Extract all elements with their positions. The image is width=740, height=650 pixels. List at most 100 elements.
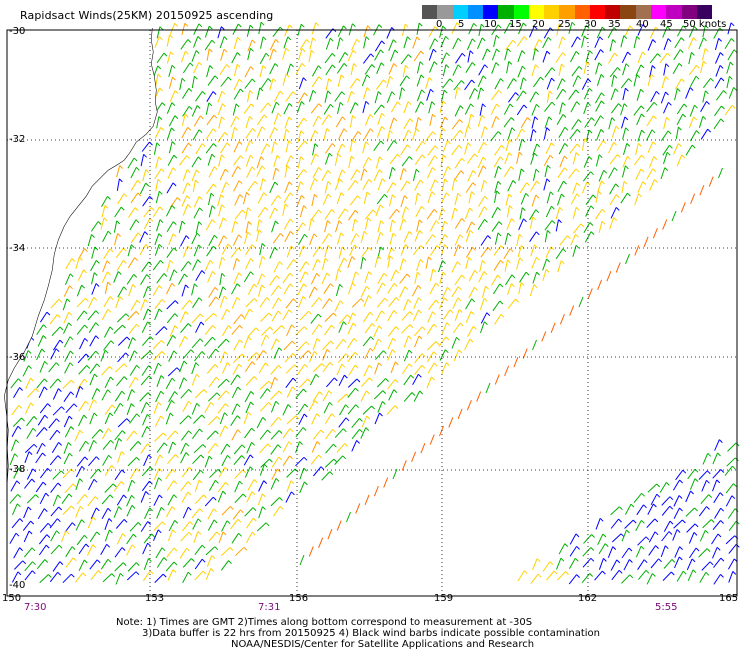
wind-barb-flag <box>123 286 127 291</box>
wind-barb-flag <box>534 152 538 157</box>
wind-barb-flag <box>304 140 308 145</box>
wind-barb <box>506 205 510 218</box>
wind-barb-flag <box>640 105 645 110</box>
wind-barb-flag <box>585 25 590 29</box>
wind-barb-flag <box>421 154 426 159</box>
wind-barb-flag <box>381 104 385 109</box>
wind-barb-flag <box>641 519 645 524</box>
wind-barb-flag <box>277 444 282 449</box>
wind-barb <box>90 507 97 520</box>
wind-barb <box>429 61 435 73</box>
wind-barb <box>529 216 534 229</box>
wind-barb-flag <box>157 178 162 183</box>
wind-barb <box>140 350 151 360</box>
wind-barb <box>427 341 437 351</box>
wind-barb-flag <box>603 169 608 174</box>
wind-barb <box>113 220 118 233</box>
wind-barb <box>452 64 459 76</box>
wind-barb-flag <box>200 469 204 474</box>
wind-barb-flag <box>253 298 258 302</box>
wind-barb <box>452 322 461 334</box>
wind-barb-flag <box>540 76 544 81</box>
wind-barb <box>219 273 223 286</box>
wind-barb <box>621 547 630 559</box>
wind-barb <box>559 314 565 325</box>
wind-barb-flag <box>509 248 514 253</box>
wind-barb-flag <box>251 78 256 83</box>
wind-barb-flag <box>356 38 361 43</box>
wind-barb <box>389 117 395 130</box>
wind-barb-flag <box>600 129 605 133</box>
wind-barb-flag <box>357 195 361 200</box>
wind-barb <box>129 219 137 231</box>
wind-barb <box>247 39 253 52</box>
wind-barb-flag <box>122 324 126 329</box>
wind-barb <box>270 444 279 455</box>
scale-swatch <box>574 5 590 19</box>
wind-barb-flag <box>378 325 383 330</box>
wind-barb <box>192 129 200 141</box>
wind-barb-flag <box>198 61 203 66</box>
wind-barb-flag <box>536 558 541 563</box>
wind-barb-flag <box>652 39 657 43</box>
wind-barb-flag <box>432 48 437 53</box>
wind-barb <box>11 518 21 529</box>
wind-barb <box>244 258 252 270</box>
wind-barb <box>90 570 99 581</box>
wind-barb-flag <box>645 569 650 574</box>
wind-barb-flag <box>214 443 219 447</box>
wind-barb-flag <box>384 194 388 198</box>
wind-barb-flag <box>292 91 297 96</box>
wind-barb <box>373 140 382 151</box>
wind-barb-flag <box>96 388 101 392</box>
scale-label: 30 <box>584 19 597 30</box>
wind-barb <box>77 269 84 281</box>
wind-barb-flag <box>212 183 217 188</box>
wind-barb <box>78 414 85 427</box>
wind-barb-flag <box>614 52 618 57</box>
wind-barb-flag <box>305 261 310 266</box>
wind-barb-flag <box>472 170 477 174</box>
wind-barb-flag <box>82 572 87 577</box>
wind-barb-flag <box>589 50 593 55</box>
wind-barb-flag <box>653 503 657 508</box>
wind-barb <box>468 191 472 204</box>
wind-barb <box>690 193 696 204</box>
wind-barb <box>559 235 568 246</box>
wind-barb-flag <box>352 115 356 119</box>
wind-barb <box>350 233 357 245</box>
scale-label: 45 <box>660 19 673 30</box>
wind-barb <box>233 141 240 153</box>
wind-barb-flag <box>95 507 100 512</box>
wind-barb <box>503 248 511 260</box>
wind-barb-flag <box>733 483 737 487</box>
wind-barb <box>413 326 423 337</box>
wind-barb <box>388 63 395 75</box>
wind-barb-flag <box>163 557 168 561</box>
wind-barb-flag <box>710 519 715 523</box>
wind-barb <box>87 310 97 321</box>
wind-barb <box>556 23 560 36</box>
wind-barb <box>207 75 216 86</box>
wind-barb <box>388 297 397 308</box>
wind-barb <box>128 323 137 335</box>
wind-barb <box>611 533 622 543</box>
wind-barb-flag <box>707 128 712 133</box>
wind-barb <box>166 335 174 347</box>
wind-barb <box>388 326 397 337</box>
wind-barb <box>78 365 88 375</box>
wind-barb <box>87 516 94 529</box>
wind-barb <box>390 361 396 374</box>
wind-barb-flag <box>41 442 46 447</box>
wind-barb-flag <box>341 91 346 96</box>
wind-barb <box>661 505 671 516</box>
wind-barb <box>454 234 461 246</box>
wind-barb-flag <box>131 494 135 499</box>
wind-barb-flag <box>317 115 322 120</box>
wind-barb <box>182 558 192 568</box>
wind-barb <box>362 179 370 191</box>
wind-barb <box>206 555 213 567</box>
wind-barb <box>155 179 159 192</box>
wind-barb <box>727 442 737 452</box>
wind-barb-flag <box>158 285 163 289</box>
